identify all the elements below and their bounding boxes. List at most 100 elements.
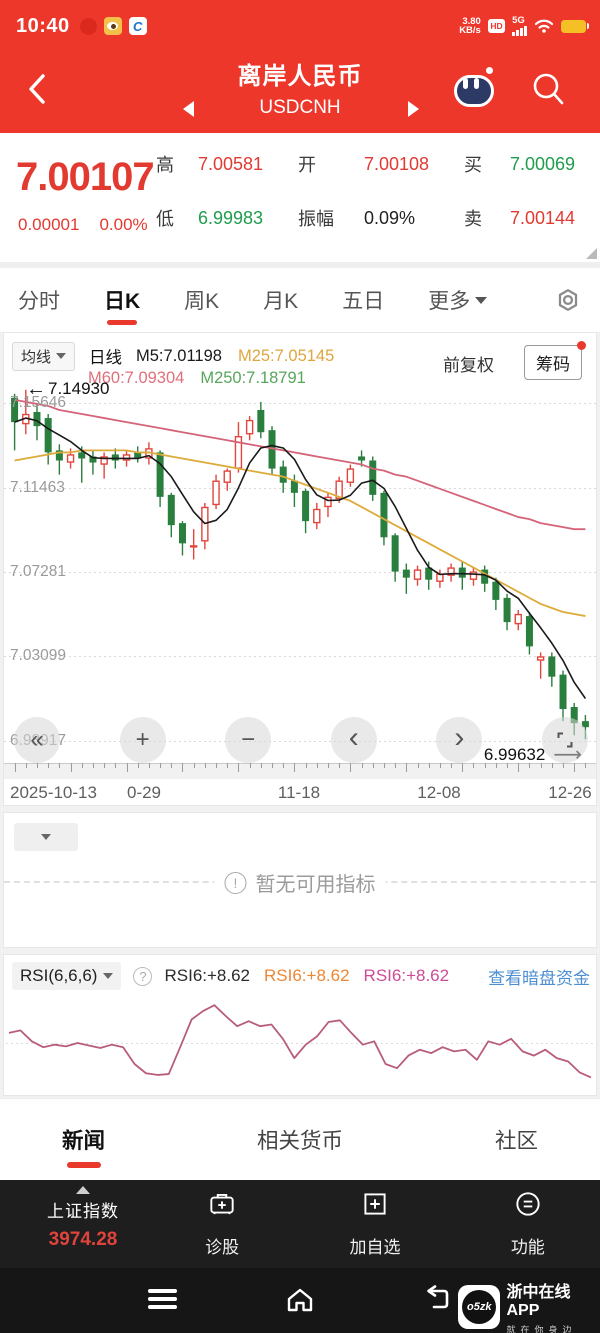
toolbar-action-功能[interactable]: 功能: [511, 1188, 545, 1258]
tab-more[interactable]: 更多: [428, 268, 488, 332]
ma-legend-item: M60:7.09304: [88, 369, 185, 387]
quote-field-label: 低: [156, 209, 174, 229]
next-instrument-icon[interactable]: [408, 101, 419, 117]
help-icon[interactable]: ?: [133, 966, 153, 986]
toolbar-action-诊股[interactable]: 诊股: [205, 1188, 239, 1258]
tab-分时[interactable]: 分时: [18, 290, 60, 313]
x-axis-label: 12-26: [548, 783, 592, 802]
back-button[interactable]: [22, 70, 52, 113]
toolbar-action-加自选[interactable]: 加自选: [349, 1188, 400, 1258]
indicator-panel: ! 暂无可用指标: [3, 812, 597, 948]
circle-menu-icon: [512, 1188, 544, 1225]
ma-legend-item: M5:7.01198: [136, 346, 222, 365]
kline-chart-card: 均线 日线 M5:7.01198 M25:7.05145 前复权 筹码 M60:7…: [3, 332, 597, 806]
ai-assistant-robot-icon[interactable]: [452, 67, 496, 109]
quote-field-value: 6.99983: [198, 207, 264, 228]
expand-corner-icon[interactable]: [586, 248, 597, 259]
page-title: 离岸人民币: [237, 63, 363, 90]
left-edge-price-annotation: ← 7.14930: [26, 378, 110, 400]
fullscreen-button[interactable]: [541, 717, 588, 763]
quote-field-label: 开: [298, 155, 316, 175]
news-app-notification-icon: [103, 17, 122, 35]
arrow-left-icon: ←: [26, 378, 46, 400]
empty-indicator-text: 暂无可用指标: [255, 874, 376, 896]
rsi-selector-button[interactable]: RSI(6,6,6): [12, 962, 122, 990]
chart-period-tabs: 分时 日K 周K 月K 五日 更多: [0, 268, 600, 332]
ma-legend-item: M250:7.18791: [200, 369, 306, 387]
quote-field-value: 7.00069: [510, 153, 576, 174]
chevron-down-icon: [41, 834, 51, 840]
tab-月K[interactable]: 月K: [263, 290, 299, 313]
weibo-notification-icon: [79, 17, 97, 35]
fullscreen-icon: [557, 732, 573, 748]
tab-周K[interactable]: 周K: [184, 290, 220, 313]
rsi-canvas: [6, 993, 594, 1093]
next-button[interactable]: ›: [436, 717, 483, 763]
quote-field-value: 0.09%: [364, 207, 416, 228]
chart-settings-button[interactable]: [554, 286, 582, 314]
last-price: 7.00107: [16, 155, 155, 199]
x-axis-label: 2025-10-13: [10, 783, 97, 802]
x-axis-label: 0-29: [126, 783, 162, 802]
quote-field-value: 7.00108: [364, 153, 430, 174]
zoom-out-button[interactable]: −: [225, 717, 272, 763]
c-app-notification-icon: C: [128, 17, 147, 35]
change-value: 0.00001: [18, 215, 80, 234]
notification-icons: C: [79, 17, 147, 35]
content-tab-社区[interactable]: 社区: [494, 1129, 538, 1153]
quote-field-label: 卖: [464, 209, 482, 229]
rsi-value: RSI6:+8.62: [363, 966, 450, 985]
tab-日K[interactable]: 日K: [104, 268, 140, 332]
app-header: 离岸人民币 USDCNH: [0, 46, 600, 133]
x-axis-labels: 2025-10-13 0-29 11-18 12-08 12-26: [4, 783, 598, 805]
prev-button[interactable]: ‹: [330, 717, 377, 763]
ma-legend-row1: M5:7.01198 M25:7.05145: [136, 347, 334, 366]
dark-pool-funds-link[interactable]: 查看暗盘资金: [488, 968, 590, 988]
content-tab-新闻[interactable]: 新闻: [62, 1099, 105, 1181]
clock: 10:40: [16, 14, 70, 37]
square-plus-icon: [359, 1188, 391, 1225]
content-tab-相关货币[interactable]: 相关货币: [256, 1129, 343, 1153]
zoom-in-button[interactable]: +: [119, 717, 166, 763]
home-button[interactable]: [284, 1285, 316, 1320]
index-name: 上证指数: [47, 1202, 119, 1221]
symbol-code: USDCNH: [259, 97, 341, 118]
toolbar-action-label: 诊股: [205, 1238, 240, 1257]
network-speed: 3.80 KB/s: [459, 15, 481, 36]
home-icon: [287, 1288, 313, 1312]
chevron-down-icon: [103, 973, 114, 979]
chevron-down-icon: [475, 296, 488, 304]
cellular-signal-icon: 5G: [512, 16, 527, 36]
index-quote-button[interactable]: 上证指数 3974.28: [28, 1186, 138, 1251]
menu-button[interactable]: [148, 1289, 177, 1309]
search-icon[interactable]: [530, 70, 566, 113]
kline-canvas[interactable]: [4, 389, 596, 779]
quote-panel: 7.00107 0.00001 0.00% 高 7.00581 开 7.00108 买 7…: [0, 133, 600, 262]
hd-badge: HD: [487, 19, 506, 33]
quote-field-label: 买: [464, 155, 482, 175]
tab-五日[interactable]: 五日: [342, 290, 385, 313]
chips-button[interactable]: 筹码: [524, 345, 582, 380]
ma-legend-item: M25:7.05145: [237, 346, 335, 365]
rewind-button[interactable]: «: [14, 717, 60, 763]
ma-selector-button[interactable]: 均线: [12, 341, 76, 371]
quote-field-value: 7.00144: [510, 207, 576, 228]
wifi-icon: [534, 19, 554, 33]
watermark-app-name: 浙中在线APP: [506, 1284, 571, 1319]
indicator-dropdown-button[interactable]: [14, 823, 78, 851]
toolbar-action-label: 加自选: [349, 1238, 401, 1257]
info-icon: !: [224, 871, 247, 894]
app-logo: o5zk: [458, 1285, 501, 1329]
system-nav-bar: o5zk 浙中在线APP 就在你身边: [0, 1268, 600, 1333]
quote-field-label: 振幅: [298, 209, 334, 229]
app-watermark: o5zk 浙中在线APP 就在你身边: [458, 1278, 600, 1333]
rsi-panel: RSI(6,6,6) ? RSI6:+8.62 RSI6:+8.62 RSI6:+8…: [3, 954, 597, 1096]
back-nav-button[interactable]: [420, 1285, 452, 1320]
quote-field-label: 高: [156, 155, 174, 175]
adjust-mode-button[interactable]: 前复权: [443, 356, 494, 375]
period-label: 日线: [89, 349, 123, 367]
chart-controls: « + − ‹ ›: [4, 717, 598, 763]
prev-instrument-icon[interactable]: [183, 101, 194, 117]
price-change: 0.00001 0.00%: [18, 215, 148, 235]
